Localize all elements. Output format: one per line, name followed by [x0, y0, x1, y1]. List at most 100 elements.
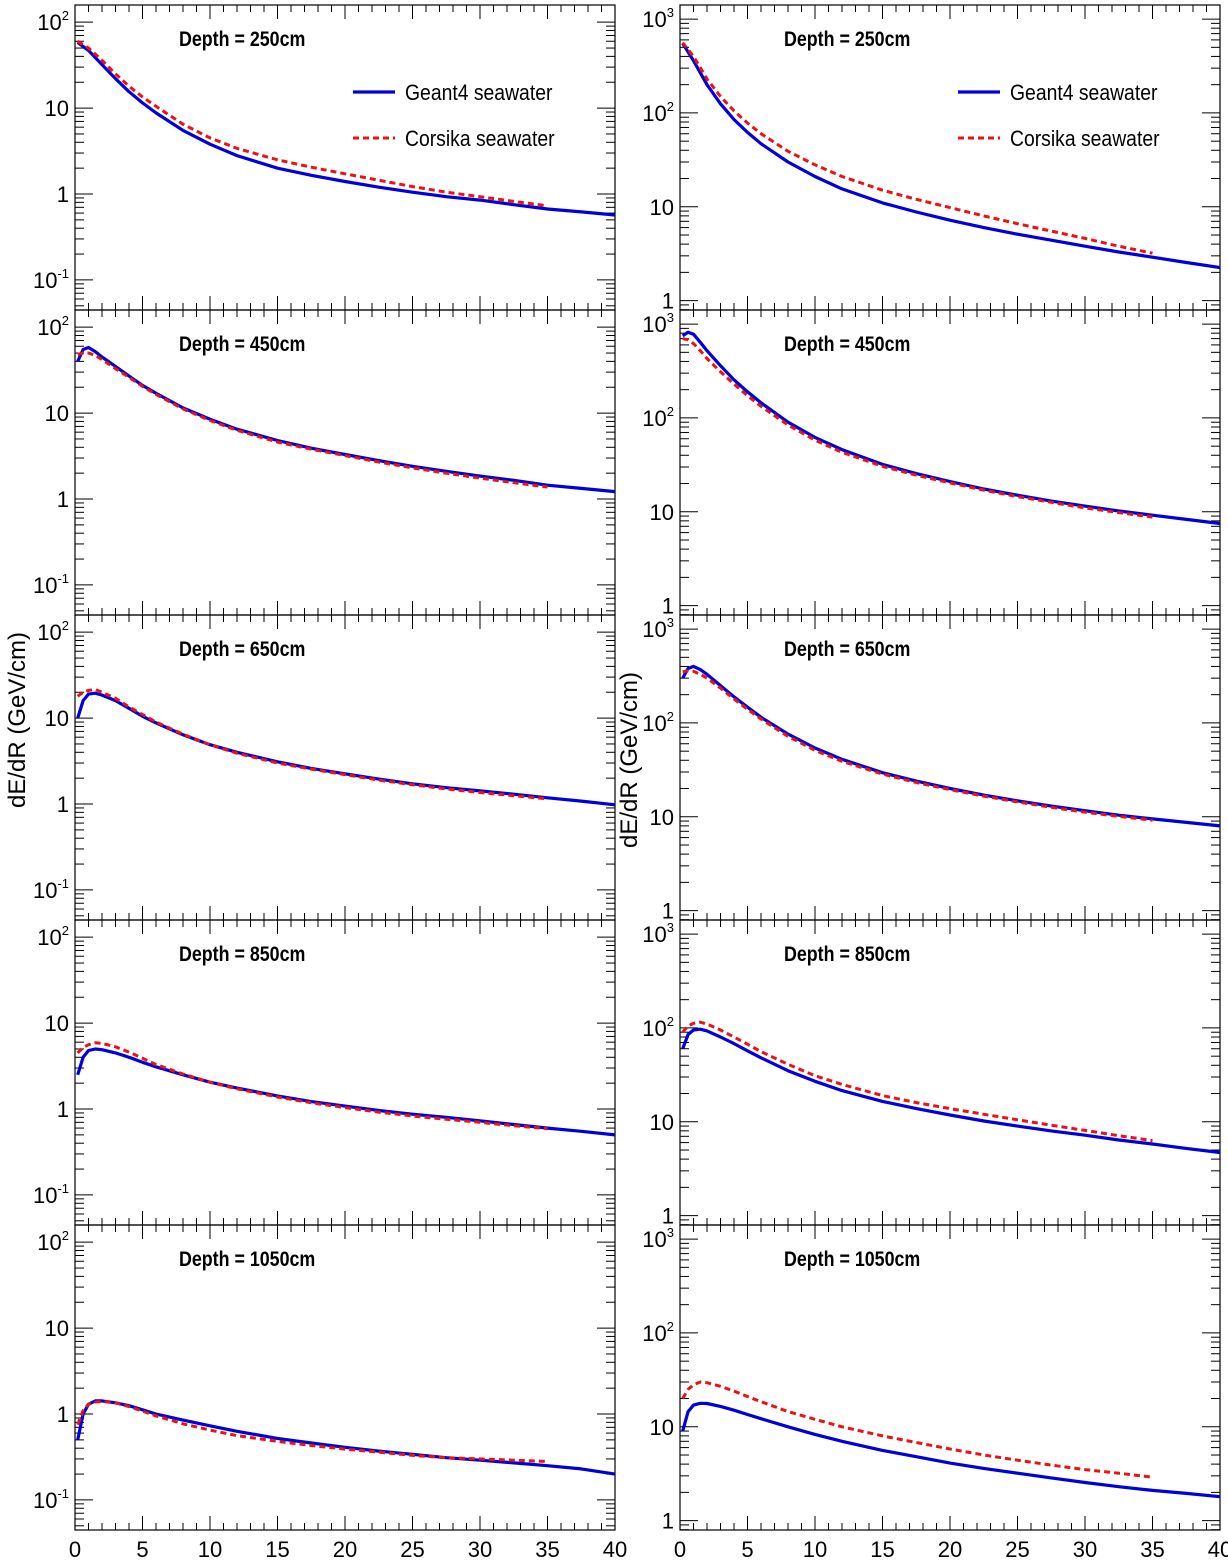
- corsika-series-line: [681, 1380, 1153, 1479]
- plot-frame: [679, 1224, 1221, 1531]
- y-tick-label: 102: [642, 1319, 674, 1346]
- geant4-series-line: [681, 42, 1221, 270]
- panel-title: Depth = 650cm: [784, 638, 910, 662]
- panel-right-4: 1 10 102 103 Depth = 850cm: [642, 919, 1221, 1229]
- x-tick-label: 40: [1208, 1537, 1228, 1562]
- y-tick-label: 10: [45, 96, 69, 121]
- y-tick-label: 10-1: [33, 1486, 69, 1513]
- geant4-series-line: [76, 691, 616, 807]
- geant4-series-line: [681, 1027, 1221, 1155]
- geant4-series-line: [681, 330, 1221, 526]
- plot-frame: [74, 4, 616, 311]
- x-tick-label: 15: [870, 1537, 894, 1562]
- panel-title: Depth = 1050cm: [784, 1248, 920, 1272]
- x-tick-label: 30: [468, 1537, 492, 1562]
- x-tick-label: 35: [1140, 1537, 1164, 1562]
- legend-geant4-label: Geant4 seawater: [1010, 81, 1158, 105]
- corsika-series-line: [76, 688, 548, 801]
- x-tick-label: 0: [69, 1537, 81, 1562]
- panel-title: Depth = 450cm: [179, 333, 305, 357]
- y-tick-label: 102: [37, 313, 69, 340]
- y-tick-label: 1: [57, 1097, 69, 1122]
- y-tick-label: 1: [57, 792, 69, 817]
- y-tick-label: 103: [642, 5, 674, 32]
- y-tick-label: 1: [662, 594, 674, 619]
- legend-corsika-label: Corsika seawater: [405, 127, 555, 151]
- y-tick-label: 102: [37, 1228, 69, 1255]
- y-tick-label: 1: [57, 1402, 69, 1427]
- corsika-series-line: [682, 337, 1153, 519]
- x-tick-label: 20: [333, 1537, 357, 1562]
- panel-title: Depth = 450cm: [784, 333, 910, 357]
- y-tick-label: 10-1: [33, 876, 69, 903]
- plot-frame: [679, 919, 1221, 1226]
- y-tick-label: 102: [37, 8, 69, 35]
- y-tick-label: 102: [642, 1014, 674, 1041]
- y-tick-label: 10: [650, 1415, 674, 1440]
- corsika-series-line: [77, 351, 548, 489]
- y-tick-label: 10: [45, 706, 69, 731]
- y-tick-label: 10-1: [33, 571, 69, 598]
- plot-frame: [74, 919, 616, 1226]
- y-tick-label: 10: [45, 1316, 69, 1341]
- plot-frame: [679, 4, 1221, 311]
- y-tick-label: 10: [650, 195, 674, 220]
- plot-frame: [74, 614, 616, 921]
- y-tick-label: 102: [642, 99, 674, 126]
- x-tick-label: 5: [136, 1537, 148, 1562]
- corsika-series-line: [76, 1041, 548, 1131]
- x-tick-label: 0: [674, 1537, 686, 1562]
- y-tick-label: 10: [45, 1011, 69, 1036]
- x-tick-label: 30: [1073, 1537, 1097, 1562]
- panel-right-3: 1 10 102 103 Depth = 650cm: [642, 614, 1221, 924]
- y-axis-label-left: dE/dR (GeV/cm): [4, 631, 32, 809]
- panel-title: Depth = 850cm: [179, 943, 305, 967]
- y-tick-label: 102: [642, 404, 674, 431]
- panel-right-2: 1 10 102 103 Depth = 450cm: [642, 309, 1221, 619]
- x-tick-label: 10: [803, 1537, 827, 1562]
- x-tick-label: 25: [400, 1537, 424, 1562]
- legend-corsika-label: Corsika seawater: [1010, 127, 1160, 151]
- y-tick-label: 10-1: [33, 1181, 69, 1208]
- x-tick-label: 15: [265, 1537, 289, 1562]
- panel-left-5: 10-1 1 10 102 Depth = 1050cm 0 5 10 15 20 25 30 35 40: [33, 1224, 627, 1562]
- panel-left-2: 10-1 1 10 102 Depth = 450cm: [33, 309, 616, 616]
- y-tick-label: 103: [642, 310, 674, 337]
- x-tick-label: 5: [741, 1537, 753, 1562]
- panel-title: Depth = 250cm: [784, 28, 910, 52]
- y-tick-label: 103: [642, 615, 674, 642]
- panel-left-3: 10-1 1 10 102 Depth = 650cm: [33, 614, 616, 921]
- panel-title: Depth = 650cm: [179, 638, 305, 662]
- panel-left-4: 10-1 1 10 102 Depth = 850cm: [33, 919, 616, 1226]
- plot-frame: [679, 309, 1221, 616]
- legend-geant4-label: Geant4 seawater: [405, 81, 553, 105]
- y-tick-label: 1: [57, 182, 69, 207]
- corsika-series-line: [76, 39, 548, 208]
- geant4-series-line: [681, 1401, 1221, 1499]
- y-tick-label: 10: [650, 500, 674, 525]
- geant4-series-line: [76, 345, 616, 494]
- y-tick-label: 102: [642, 709, 674, 736]
- y-tick-label: 102: [37, 618, 69, 645]
- corsika-series-line: [681, 41, 1153, 255]
- y-tick-label: 1: [662, 899, 674, 924]
- y-tick-label: 103: [642, 1225, 674, 1252]
- y-tick-label: 10: [650, 1110, 674, 1135]
- panel-title: Depth = 1050cm: [179, 1248, 315, 1272]
- plot-frame: [74, 309, 616, 616]
- y-tick-label: 10: [650, 805, 674, 830]
- panel-title: Depth = 850cm: [784, 943, 910, 967]
- panel-title: Depth = 250cm: [179, 28, 305, 52]
- corsika-series-line: [682, 669, 1153, 822]
- corsika-series-line: [681, 1020, 1153, 1143]
- y-tick-label: 10: [45, 401, 69, 426]
- y-tick-label: 102: [37, 923, 69, 950]
- panel-left-1: 10-1 1 10 102 Depth = 250cm Geant4 seawater Co…: [33, 4, 616, 311]
- panel-right-5: 1 10 102 103 Depth = 1050cm 0 5 10 15 20 25 30 35 40: [642, 1224, 1228, 1562]
- x-tick-label: 20: [938, 1537, 962, 1562]
- y-tick-label: 1: [662, 1509, 674, 1534]
- plot-frame: [74, 1224, 616, 1531]
- y-tick-label: 10-1: [33, 266, 69, 293]
